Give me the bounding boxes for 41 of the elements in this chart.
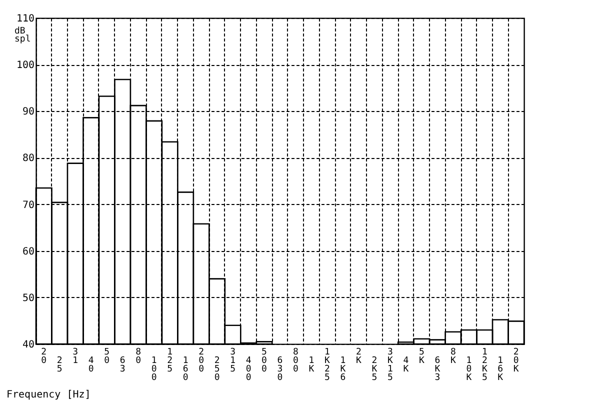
x-tick-label: 20K xyxy=(513,348,520,374)
x-tick-label: 250 xyxy=(214,356,220,383)
x-tick-label: 25 xyxy=(56,356,62,374)
y-tick-label: 50 xyxy=(22,292,34,304)
x-tick-label: 2K5 xyxy=(372,356,378,383)
x-tick-label: 8K xyxy=(450,348,456,366)
x-tick-label: 400 xyxy=(246,356,252,383)
x-tick-label: 20 xyxy=(41,348,47,366)
x-tick-label: 2K xyxy=(356,348,362,366)
x-tick-label: 40 xyxy=(88,356,94,374)
y-tick-label: 70 xyxy=(22,200,34,211)
x-tick-label: 16K xyxy=(498,356,504,383)
x-tick-label: 3K15 xyxy=(387,348,394,383)
x-tick-label: 12K5 xyxy=(482,348,488,383)
x-tick-label: 4K xyxy=(403,356,410,374)
x-tick-label: 100 xyxy=(151,356,157,383)
x-tick-label: 10K xyxy=(466,356,472,383)
x-tick-label: 6K3 xyxy=(434,356,441,383)
x-tick-label: 630 xyxy=(277,356,283,383)
x-tick-label: 50 xyxy=(104,348,110,366)
x-tick-label: 800 xyxy=(293,348,298,374)
y-tick-label: 110 xyxy=(16,14,34,24)
y-tick-label: 60 xyxy=(22,246,34,258)
x-tick-label: 500 xyxy=(262,348,267,374)
y-tick-label: 100 xyxy=(16,60,34,72)
y-tick-label: 40 xyxy=(22,340,34,350)
x-tick-label: 31 xyxy=(72,348,78,366)
x-tick-label: 80 xyxy=(136,348,142,366)
x-tick-label: 5K xyxy=(418,348,425,366)
x-tick-label: 1K6 xyxy=(340,356,346,383)
x-axis-title: Frequency [Hz] xyxy=(6,390,91,400)
x-tick-label: 160 xyxy=(182,356,188,383)
x-tick-label: 315 xyxy=(230,348,236,374)
x-tick-label: 63 xyxy=(120,356,126,374)
y-axis-title: dB spl xyxy=(14,26,31,44)
x-tick-label: 1K xyxy=(308,356,315,374)
y-tick-label: 90 xyxy=(22,106,34,118)
x-tick-label: 200 xyxy=(198,348,204,374)
x-tick-label: 1K25 xyxy=(324,348,331,383)
x-tick-label: 125 xyxy=(167,348,173,374)
y-tick-label: 80 xyxy=(22,153,34,164)
